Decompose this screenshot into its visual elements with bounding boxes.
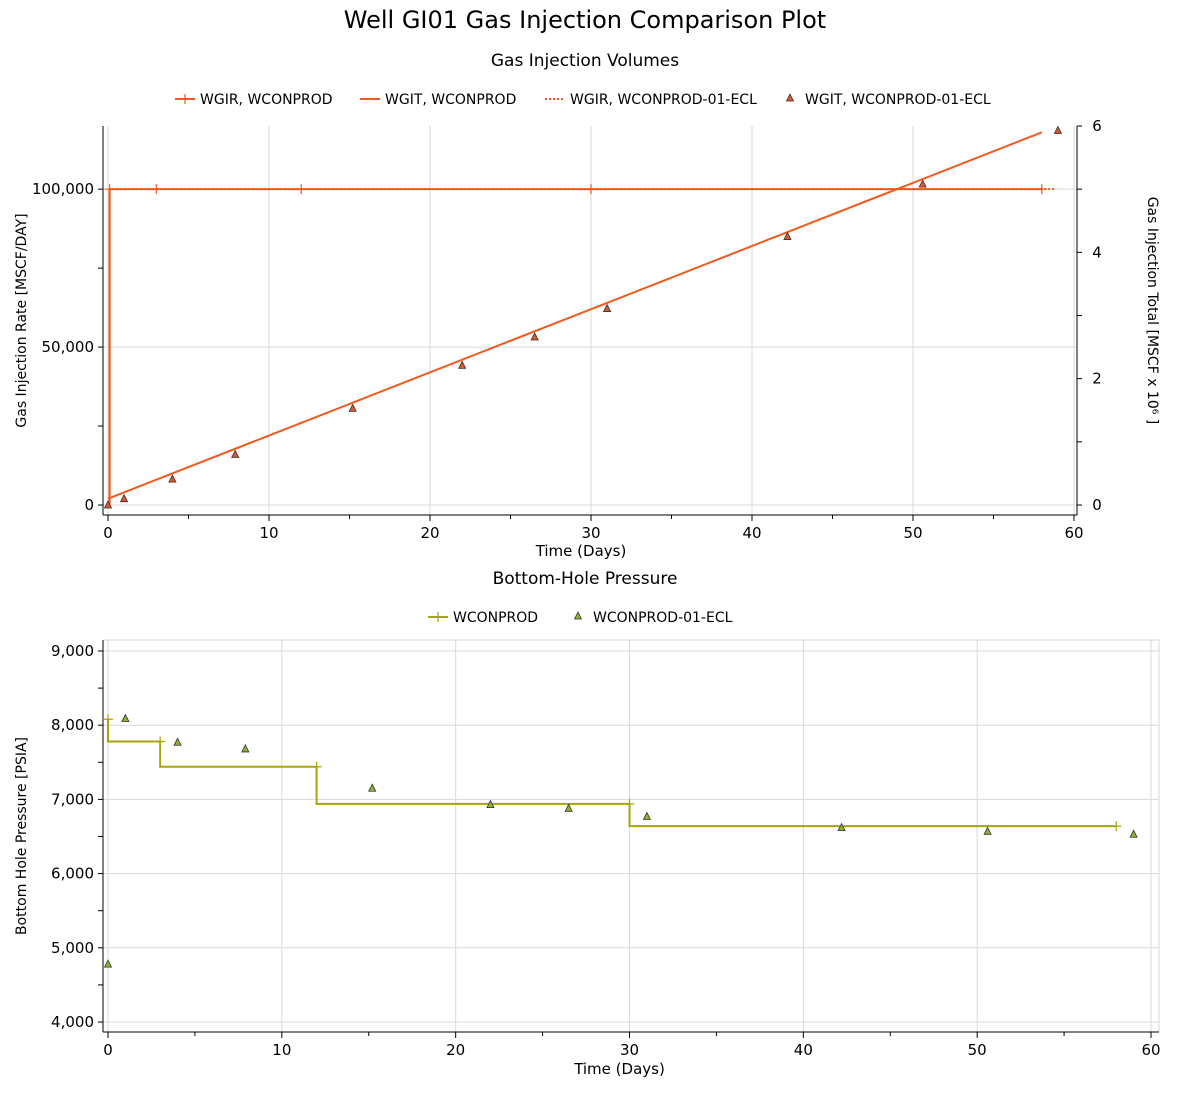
chart1-series-4-point-11 — [1053, 125, 1063, 134]
chart1-legend-4-symbol — [785, 93, 795, 102]
chart2-y-tick-label: 7,000 — [51, 790, 94, 808]
chart1-y-tick-label: 50,000 — [42, 338, 95, 356]
chart1-legend-2-label: WGIT, WCONPROD — [385, 92, 516, 108]
chart1-x-tick-label: 40 — [742, 524, 761, 542]
chart1-x-tick-label: 20 — [420, 524, 439, 542]
chart2-series-2-point-1 — [103, 959, 113, 968]
chart2-x-tick-label: 60 — [1141, 1041, 1160, 1059]
chart2-series-2-point-4 — [241, 744, 250, 753]
chart2-y-tick-label: 6,000 — [51, 865, 94, 883]
chart2-series-1-line — [107, 719, 1117, 828]
chart1-series-4-point-9 — [783, 231, 792, 240]
chart1-y-tick-label: 0 — [84, 496, 94, 514]
chart1-legend-1-marker — [180, 94, 190, 104]
chart2-x-tick-label: 20 — [446, 1041, 465, 1059]
chart1-series-4-point-2 — [119, 493, 129, 503]
chart2-legend-2-symbol — [573, 611, 583, 620]
chart2-series-2-point-2 — [121, 713, 130, 722]
chart1-x-tick-label: 50 — [903, 524, 922, 542]
chart1-series-4-point-10 — [918, 179, 927, 188]
chart2-series-1-marker-4 — [624, 798, 635, 809]
chart2-series-2-point-11 — [1129, 829, 1138, 838]
chart2-series-1-marker-1 — [103, 714, 113, 725]
chart2-y-tick-label: 8,000 — [51, 716, 94, 734]
chart1-legend-1-label: WGIR, WCONPROD — [200, 92, 333, 108]
chart1-x-tick-label: 60 — [1064, 524, 1083, 542]
chart1-series-4-point-4 — [231, 449, 240, 458]
chart1-y2-tick-label: 0 — [1092, 496, 1102, 514]
chart2-series-2-point-7 — [564, 803, 573, 812]
chart2-x-tick-label: 0 — [103, 1041, 113, 1059]
chart1-x-tick-label: 30 — [581, 524, 600, 542]
chart2-x-tick-label: 40 — [794, 1041, 813, 1059]
chart2-legend-1-label: WCONPROD — [453, 610, 538, 626]
chart1-series-2-line — [107, 131, 1043, 500]
chart2-legend-1-marker — [433, 612, 443, 622]
chart1-series-4-point-5 — [348, 403, 357, 412]
chart1-series-4-point-8 — [602, 303, 612, 312]
chart2-series-2-point-9 — [837, 822, 846, 831]
chart1-x-tick-label: 0 — [103, 524, 113, 542]
chart2-series-1-marker-3 — [311, 761, 322, 772]
chart2-y-tick-label: 9,000 — [51, 642, 94, 660]
chart1-series-4-point-7 — [530, 332, 539, 341]
chart1-series-4-point-6 — [458, 360, 467, 369]
main-title: Well GI01 Gas Injection Comparison Plot — [344, 6, 826, 34]
chart1-y-tick-label: 100,000 — [32, 180, 94, 198]
chart2-x-tick-label: 50 — [968, 1041, 987, 1059]
chart1-legend-4-label: WGIT, WCONPROD-01-ECL — [805, 92, 991, 108]
chart1-title: Gas Injection Volumes — [491, 51, 679, 71]
chart1-y2-tick-label: 2 — [1092, 370, 1102, 388]
chart1-x-tick-label: 10 — [259, 524, 278, 542]
chart1-y2-axis-label: Gas Injection Total [MSCF x 10⁶ ] — [1144, 197, 1160, 425]
chart1-series-1-marker-5 — [586, 184, 596, 195]
chart2-y-axis-label: Bottom Hole Pressure [PSIA] — [14, 737, 30, 935]
chart2-x-axis-label: Time (Days) — [573, 1060, 665, 1078]
chart1-y2-tick-label: 6 — [1092, 117, 1102, 135]
chart1-series-4-point-3 — [168, 474, 177, 483]
chart2-x-tick-label: 10 — [272, 1041, 291, 1059]
chart2-series-2-point-10 — [983, 826, 992, 835]
chart1-series-4-point-1 — [103, 500, 113, 509]
chart2-series-1-marker-5 — [1111, 821, 1122, 832]
chart2-x-tick-label: 30 — [620, 1041, 639, 1059]
chart2-series-2-point-3 — [173, 737, 182, 746]
chart2-y-tick-label: 4,000 — [51, 1013, 94, 1031]
chart1-y2-tick-label: 4 — [1092, 243, 1102, 261]
chart1-legend-3-label: WGIR, WCONPROD-01-ECL — [570, 92, 757, 108]
chart1-x-axis-label: Time (Days) — [535, 542, 627, 560]
chart2-series-2-point-6 — [486, 799, 495, 808]
chart2-title: Bottom-Hole Pressure — [493, 569, 678, 589]
chart2-legend-2-label: WCONPROD-01-ECL — [593, 610, 733, 626]
chart2-y-tick-label: 5,000 — [51, 939, 94, 957]
chart2-series-2-point-5 — [368, 783, 377, 792]
chart2-series-1-marker-2 — [155, 736, 166, 747]
chart1-y-axis-label: Gas Injection Rate [MSCF/DAY] — [14, 213, 30, 427]
chart2-series-2-point-8 — [642, 811, 652, 820]
